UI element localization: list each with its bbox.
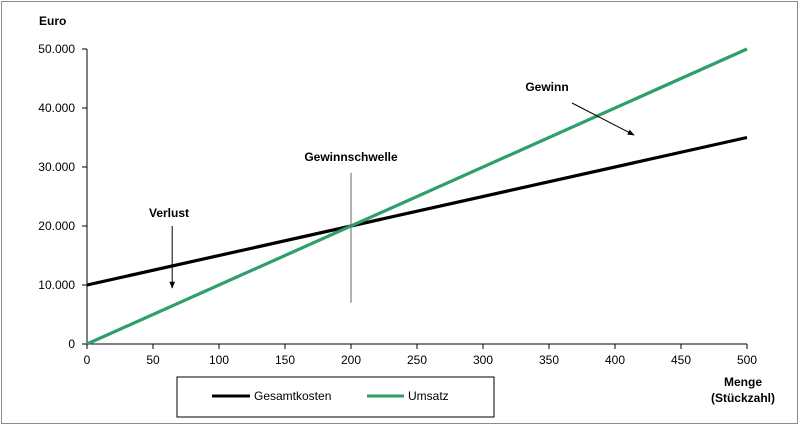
- y-tick-label: 10.000: [38, 278, 75, 292]
- y-tick-label: 50.000: [38, 42, 75, 56]
- series-line-umsatz: [86, 47, 748, 346]
- series-lines: [86, 47, 748, 346]
- legend-label-gesamtkosten: Gesamtkosten: [254, 389, 331, 403]
- profit-arrow: [571, 102, 635, 136]
- y-axis-title: Euro: [39, 14, 66, 28]
- x-tick-label: 150: [275, 353, 295, 367]
- x-tick-label: 450: [671, 353, 691, 367]
- y-tick-label: 30.000: [38, 160, 75, 174]
- x-tick-label: 500: [737, 353, 757, 367]
- x-tick-label: 250: [407, 353, 427, 367]
- profit-label: Gewinn: [525, 80, 568, 94]
- axes: [82, 48, 748, 349]
- y-tick-label: 40.000: [38, 101, 75, 115]
- series-line-gesamtkosten: [86, 135, 748, 287]
- legend-label-umsatz: Umsatz: [408, 389, 449, 403]
- legend: Gesamtkosten Umsatz: [176, 376, 495, 418]
- x-tick-label: 300: [473, 353, 493, 367]
- x-tick-label: 200: [341, 353, 361, 367]
- y-tick-label: 20.000: [38, 219, 75, 233]
- x-tick-label: 400: [605, 353, 625, 367]
- x-tick-label: 0: [84, 353, 91, 367]
- x-tick-label: 50: [146, 353, 160, 367]
- x-tick-label: 350: [539, 353, 559, 367]
- x-tick-label: 100: [209, 353, 229, 367]
- x-axis-title-line1: Menge: [724, 375, 762, 389]
- annotations: Gewinnschwelle Verlust Gewinn: [149, 80, 635, 303]
- x-axis-title-line2: (Stückzahl): [711, 391, 775, 405]
- breakeven-label: Gewinnschwelle: [304, 150, 398, 164]
- loss-label: Verlust: [149, 206, 189, 220]
- y-tick-label: 0: [68, 337, 75, 351]
- tick-labels: 0 10.000 20.000 30.000 40.000 50.000 0 50 100 150…: [38, 42, 757, 367]
